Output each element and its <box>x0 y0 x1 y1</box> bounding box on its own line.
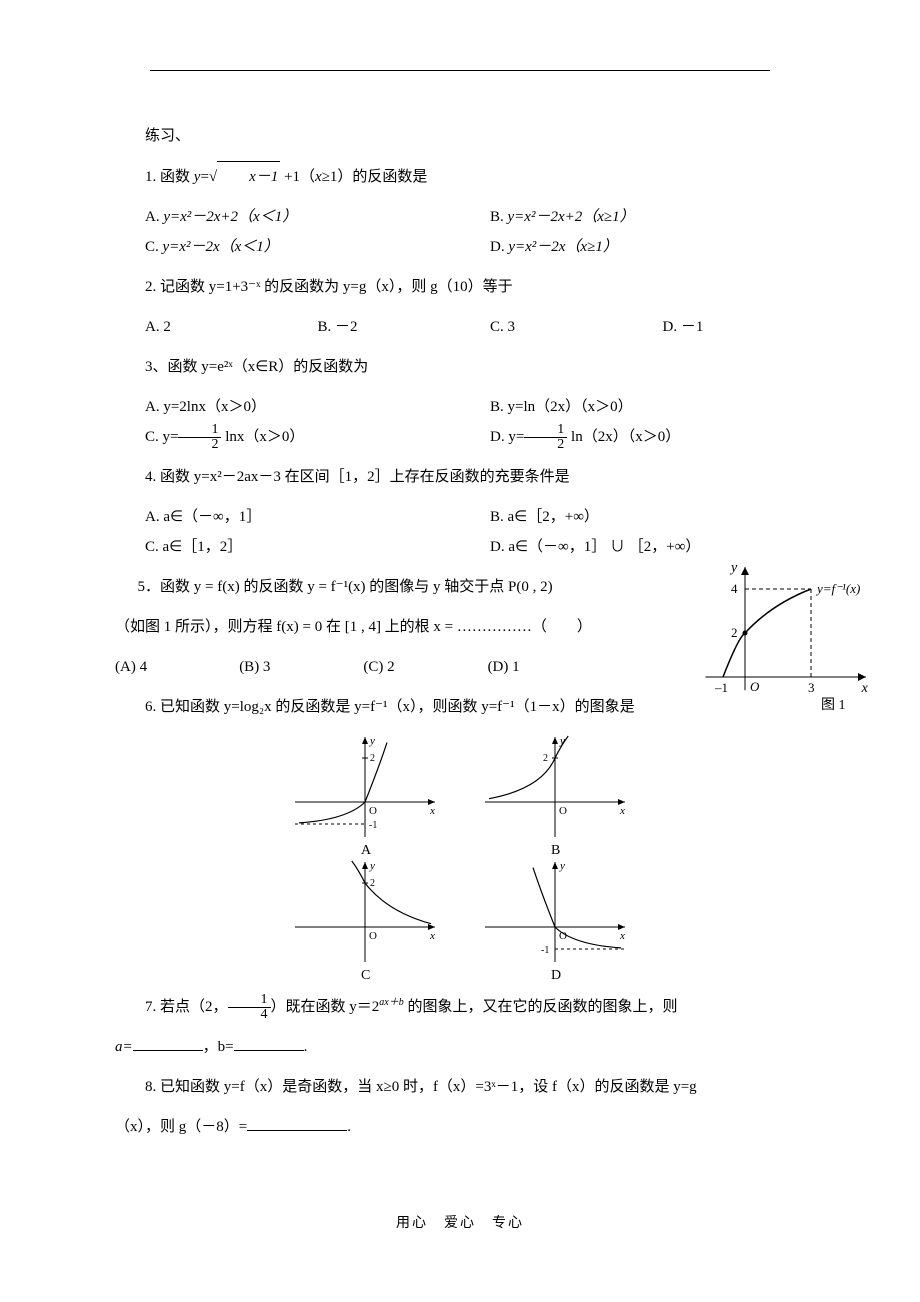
blank-g <box>247 1130 347 1131</box>
q3-opt-d: D. y=12 ln（2x）（x＞0） <box>460 422 805 452</box>
svg-text:x: x <box>861 681 869 696</box>
q3-opt-c: C. y=12 lnx（x＞0） <box>115 422 460 452</box>
svg-text:O: O <box>369 930 377 942</box>
top-horizontal-rule <box>150 70 770 71</box>
q3-stem: 3、函数 y=e²ˣ（x∈R）的反函数为 <box>115 352 805 382</box>
q1-opt-d: D. y=x²－2x（x≥1） <box>460 232 805 262</box>
q7-line2: a=，b=. <box>115 1032 805 1062</box>
q1-stem: 1. 函数 y=√x－1 +1（x≥1）的反函数是 <box>115 161 805 192</box>
q6-figure-grid: Oxy-12A Oxy2B Oxy2C Oxy-1D <box>115 732 805 982</box>
blank-b <box>234 1050 304 1051</box>
q1-opt-c: C. y=x²－2x（x＜1） <box>115 232 460 262</box>
q1-opt-a: A. y=x²－2x+2（x＜1） <box>115 202 460 232</box>
q4-opt-b: B. a∈［2，+∞） <box>460 502 805 532</box>
blank-a <box>133 1050 203 1051</box>
svg-text:y: y <box>729 562 738 575</box>
q5-opt-d: (D) 1 <box>488 652 612 682</box>
svg-text:3: 3 <box>808 680 815 695</box>
svg-text:2: 2 <box>370 753 375 764</box>
svg-text:y: y <box>369 860 375 872</box>
svg-text:B: B <box>551 843 560 857</box>
svg-text:y=f⁻¹(x): y=f⁻¹(x) <box>815 581 860 596</box>
q5-opt-b: (B) 3 <box>239 652 363 682</box>
svg-text:图 1: 图 1 <box>821 698 846 713</box>
svg-text:y: y <box>369 735 375 747</box>
q5-figure: 2 4 –1 3 Ox y y=f⁻¹(x) 图 1 <box>675 562 875 722</box>
q3-opt-b: B. y=ln（2x）（x＞0） <box>460 392 805 422</box>
svg-text:A: A <box>361 843 372 857</box>
q1-opt-b: B. y=x²－2x+2（x≥1） <box>460 202 805 232</box>
q3-options: A. y=2lnx（x＞0） B. y=ln（2x）（x＞0） C. y=12 … <box>115 392 805 452</box>
svg-text:-1: -1 <box>541 945 549 956</box>
svg-text:C: C <box>361 968 370 982</box>
svg-text:D: D <box>551 968 561 982</box>
q4-stem: 4. 函数 y=x²－2ax－3 在区间［1，2］上存在反函数的充要条件是 <box>115 462 805 492</box>
q5-block: 5．函数 y = f(x) 的反函数 y = f⁻¹(x) 的图像与 y 轴交于… <box>115 572 805 682</box>
svg-text:x: x <box>619 930 625 942</box>
q2-stem: 2. 记函数 y=1+3⁻ˣ 的反函数为 y=g（x），则 g（10）等于 <box>115 272 805 302</box>
svg-text:2: 2 <box>370 878 375 889</box>
q8-line2: （x），则 g（－8）=. <box>115 1112 805 1142</box>
svg-text:x: x <box>619 805 625 817</box>
q2-opt-c: C. 3 <box>460 312 633 342</box>
q4-options: A. a∈（－∞，1］ B. a∈［2，+∞） C. a∈［1，2］ D. a∈… <box>115 502 805 562</box>
q2-opt-b: B. －2 <box>288 312 461 342</box>
q8-line1: 8. 已知函数 y=f（x）是奇函数，当 x≥0 时，f（x）=3ˣ－1，设 f… <box>115 1072 805 1102</box>
q3-opt-a: A. y=2lnx（x＞0） <box>115 392 460 422</box>
q1-y: y <box>194 169 201 185</box>
q1-pre: 1. 函数 <box>145 169 194 185</box>
q2-opt-d: D. －1 <box>633 312 806 342</box>
svg-text:x: x <box>429 805 435 817</box>
q1-options: A. y=x²－2x+2（x＜1） B. y=x²－2x+2（x≥1） C. y… <box>115 202 805 262</box>
q4-opt-c: C. a∈［1，2］ <box>115 532 460 562</box>
q5-opt-a: (A) 4 <box>115 652 239 682</box>
svg-text:O: O <box>750 679 760 694</box>
svg-text:y: y <box>559 860 565 872</box>
svg-text:-1: -1 <box>369 820 377 831</box>
svg-text:x: x <box>429 930 435 942</box>
q5-opt-c: (C) 2 <box>363 652 487 682</box>
svg-text:O: O <box>559 805 567 817</box>
q4-opt-d: D. a∈（－∞，1］ ∪ ［2，+∞） <box>460 532 805 562</box>
q1-mid: +1（ <box>284 169 315 185</box>
q2-opt-a: A. 2 <box>115 312 288 342</box>
q1-cond: ≥1）的反函数是 <box>322 169 428 185</box>
q2-options: A. 2 B. －2 C. 3 D. －1 <box>115 312 805 342</box>
q7-line1: 7. 若点（2，14）既在函数 y＝2ax＋b 的图象上，又在它的反函数的图象上… <box>115 992 805 1022</box>
page-footer: 用心 爱心 专心 <box>115 1212 805 1232</box>
section-title: 练习、 <box>115 121 805 151</box>
sqrt-expr: x－1 <box>217 161 280 192</box>
page: 练习、 1. 函数 y=√x－1 +1（x≥1）的反函数是 A. y=x²－2x… <box>0 0 920 1272</box>
svg-text:2: 2 <box>543 753 548 764</box>
svg-text:4: 4 <box>731 581 738 596</box>
svg-text:–1: –1 <box>714 680 728 695</box>
q4-opt-a: A. a∈（－∞，1］ <box>115 502 460 532</box>
svg-text:O: O <box>369 805 377 817</box>
svg-text:2: 2 <box>731 625 738 640</box>
